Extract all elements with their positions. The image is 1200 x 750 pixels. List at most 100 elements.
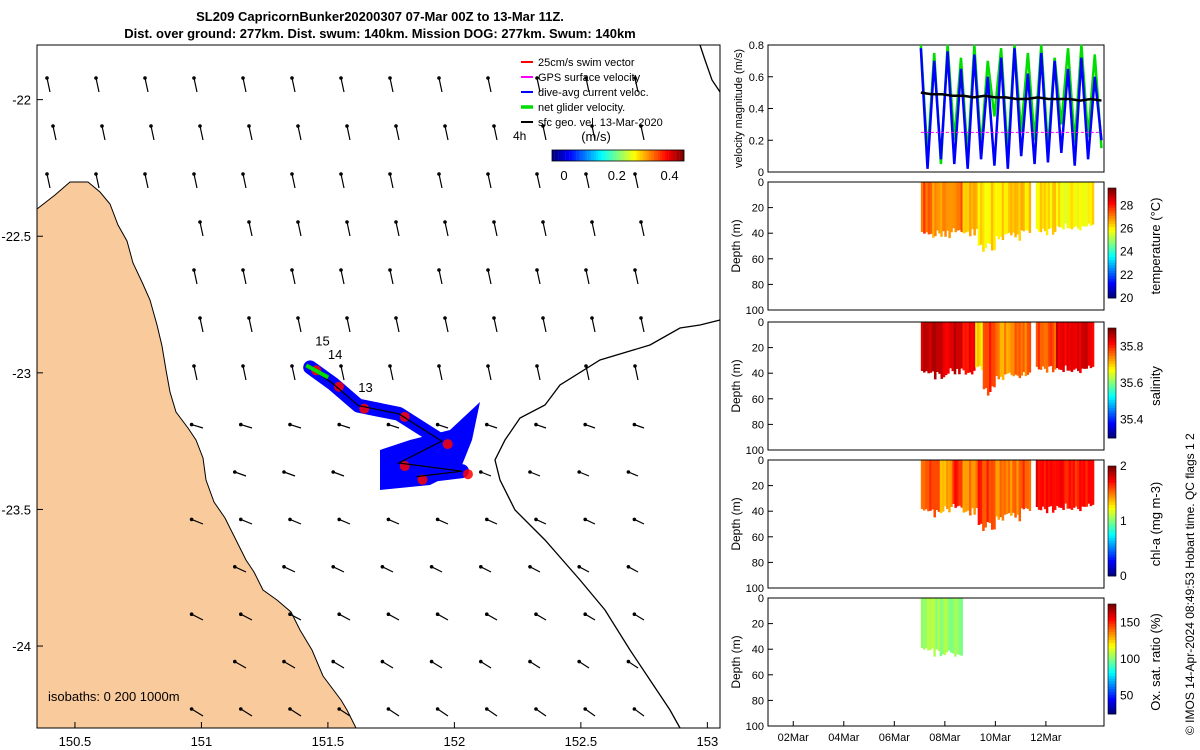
- depth-profile-cell: [1051, 182, 1055, 235]
- panel-colorbar-cell: [1108, 358, 1116, 362]
- depth-profile-cell: [1016, 322, 1020, 376]
- sfc-geo-arrow-head: [233, 565, 237, 569]
- depth-profile-cell: [1045, 182, 1049, 236]
- depth-profile-cell: [1085, 460, 1088, 507]
- depth-profile-cell: [954, 182, 957, 233]
- colorbar-cell: [648, 150, 652, 161]
- sfc-geo-arrow-head: [288, 612, 292, 616]
- sfc-geo-arrow: [234, 566, 247, 573]
- depth-profile-cell: [990, 460, 994, 530]
- depth-profile-cell: [975, 460, 979, 509]
- depth-profile-cell: [999, 182, 1003, 237]
- sfc-geo-arrow-head: [429, 565, 434, 569]
- depth-profile-cell: [973, 182, 976, 236]
- colorbar-cell: [554, 150, 557, 161]
- sfc-geo-arrow-head: [535, 172, 539, 176]
- depth-profile-cell: [925, 598, 928, 649]
- depth-profile-cell: [995, 182, 998, 237]
- depth-profile-cell: [925, 182, 929, 233]
- depth-profile-cell: [950, 182, 953, 233]
- depth-profile-cell: [1070, 322, 1074, 372]
- sfc-geo-arrow-head: [437, 76, 441, 80]
- panel-colorbar-cell: [1108, 361, 1116, 365]
- depth-profile-cell: [1022, 460, 1026, 510]
- depth-profile-cell: [920, 322, 924, 371]
- sfc-geo-arrow: [431, 661, 443, 669]
- depth-profile-cell: [1081, 322, 1084, 369]
- depth-profile-cell: [1005, 460, 1009, 514]
- panel-colorbar-cell: [1108, 482, 1116, 486]
- time-x-tick-label: 10Mar: [980, 732, 1012, 744]
- panel-colorbar-tick-label: 2: [1120, 459, 1127, 473]
- depth-axes-frame: [767, 181, 1105, 311]
- panel-colorbar-cell: [1108, 521, 1116, 525]
- panel-colorbar-cell: [1108, 196, 1116, 200]
- sfc-geo-arrow-head: [94, 76, 98, 80]
- colorbar-cell: [615, 150, 619, 161]
- panel-colorbar-cell: [1108, 650, 1116, 654]
- sfc-geo-arrow: [144, 77, 149, 93]
- depth-profile-cell: [971, 460, 974, 509]
- sfc-geo-arrow: [585, 365, 590, 381]
- panel-colorbar-cell: [1108, 515, 1116, 519]
- figure-title-line-2: Dist. over ground: 277km. Dist. swum: 14…: [124, 26, 636, 41]
- sfc-geo-arrow-head: [590, 124, 594, 128]
- panel-colorbar-cell: [1108, 413, 1116, 417]
- sfc-geo-arrow: [340, 173, 345, 189]
- panel-colorbar-cell: [1108, 418, 1116, 422]
- depth-profile-cell: [977, 182, 981, 246]
- depth-profile-cell: [1056, 322, 1059, 369]
- sfc-geo-arrow: [634, 269, 639, 285]
- sfc-geo-arrow-head: [290, 364, 294, 368]
- colorbar-cell: [552, 150, 555, 161]
- panel-colorbar-tick-label: 24: [1120, 245, 1134, 259]
- colorbar-cell: [657, 150, 660, 161]
- depth-y-tick-label: 0: [758, 455, 764, 467]
- sfc-geo-arrow: [493, 125, 498, 141]
- depth-profile-cell: [1022, 182, 1026, 232]
- depth-profile-cell: [1079, 322, 1082, 374]
- depth-y-tick-label: 40: [752, 506, 764, 518]
- depth-profile-cell: [1035, 182, 1039, 230]
- sfc-geo-arrow: [591, 221, 596, 237]
- colorbar-cell: [631, 150, 634, 161]
- depth-profile-cell: [1049, 182, 1053, 229]
- sfc-geo-arrow-head: [626, 470, 631, 474]
- depth-profile-cell: [1077, 322, 1080, 372]
- sfc-geo-arrow: [332, 566, 345, 573]
- velocity-y-tick-label: 0.6: [749, 72, 764, 84]
- map-axes-frame: [36, 44, 721, 729]
- depth-profile-cell: [977, 460, 981, 525]
- depth-profile-cell: [999, 322, 1003, 377]
- sfc-geo-arrow: [242, 173, 247, 189]
- panel-colorbar-cell: [1108, 703, 1116, 707]
- depth-profile-cell: [925, 322, 928, 372]
- depth-profile-cell: [1018, 460, 1022, 522]
- depth-profile-cell: [1058, 182, 1061, 228]
- swim-vector-marker: [442, 439, 453, 450]
- sfc-geo-arrow-head: [233, 470, 237, 474]
- sfc-geo-arrow: [493, 221, 498, 237]
- panel-colorbar-frame: [1107, 187, 1117, 299]
- sfc-geo-arrow: [332, 471, 345, 477]
- colorbar-cell: [659, 150, 663, 161]
- sfc-geo-arrow-head: [486, 76, 490, 80]
- depth-y-tick-label: 20: [752, 619, 764, 631]
- sfc-geo-arrow: [634, 173, 639, 189]
- depth-profile-cell: [1024, 460, 1028, 508]
- sfc-geo-arrow: [536, 269, 541, 285]
- depth-profile-cell: [960, 598, 963, 656]
- colorbar-cell: [681, 150, 685, 161]
- sfc-geo-arrow-head: [437, 172, 441, 176]
- sfc-geo-arrow: [437, 613, 449, 621]
- sfc-geo-arrow-head: [192, 364, 196, 368]
- depth-profile-cell: [1047, 182, 1051, 229]
- map-y-tick-label: -22: [12, 93, 31, 108]
- sfc-geo-arrow: [346, 125, 351, 141]
- depth-profile-cell: [1074, 460, 1078, 507]
- sfc-geo-arrow-head: [394, 316, 398, 320]
- sfc-geo-arrow: [431, 566, 443, 573]
- panel-colorbar-cell: [1108, 670, 1116, 674]
- panel-colorbar-cell: [1108, 626, 1116, 630]
- depth-profile-cell: [1068, 460, 1072, 509]
